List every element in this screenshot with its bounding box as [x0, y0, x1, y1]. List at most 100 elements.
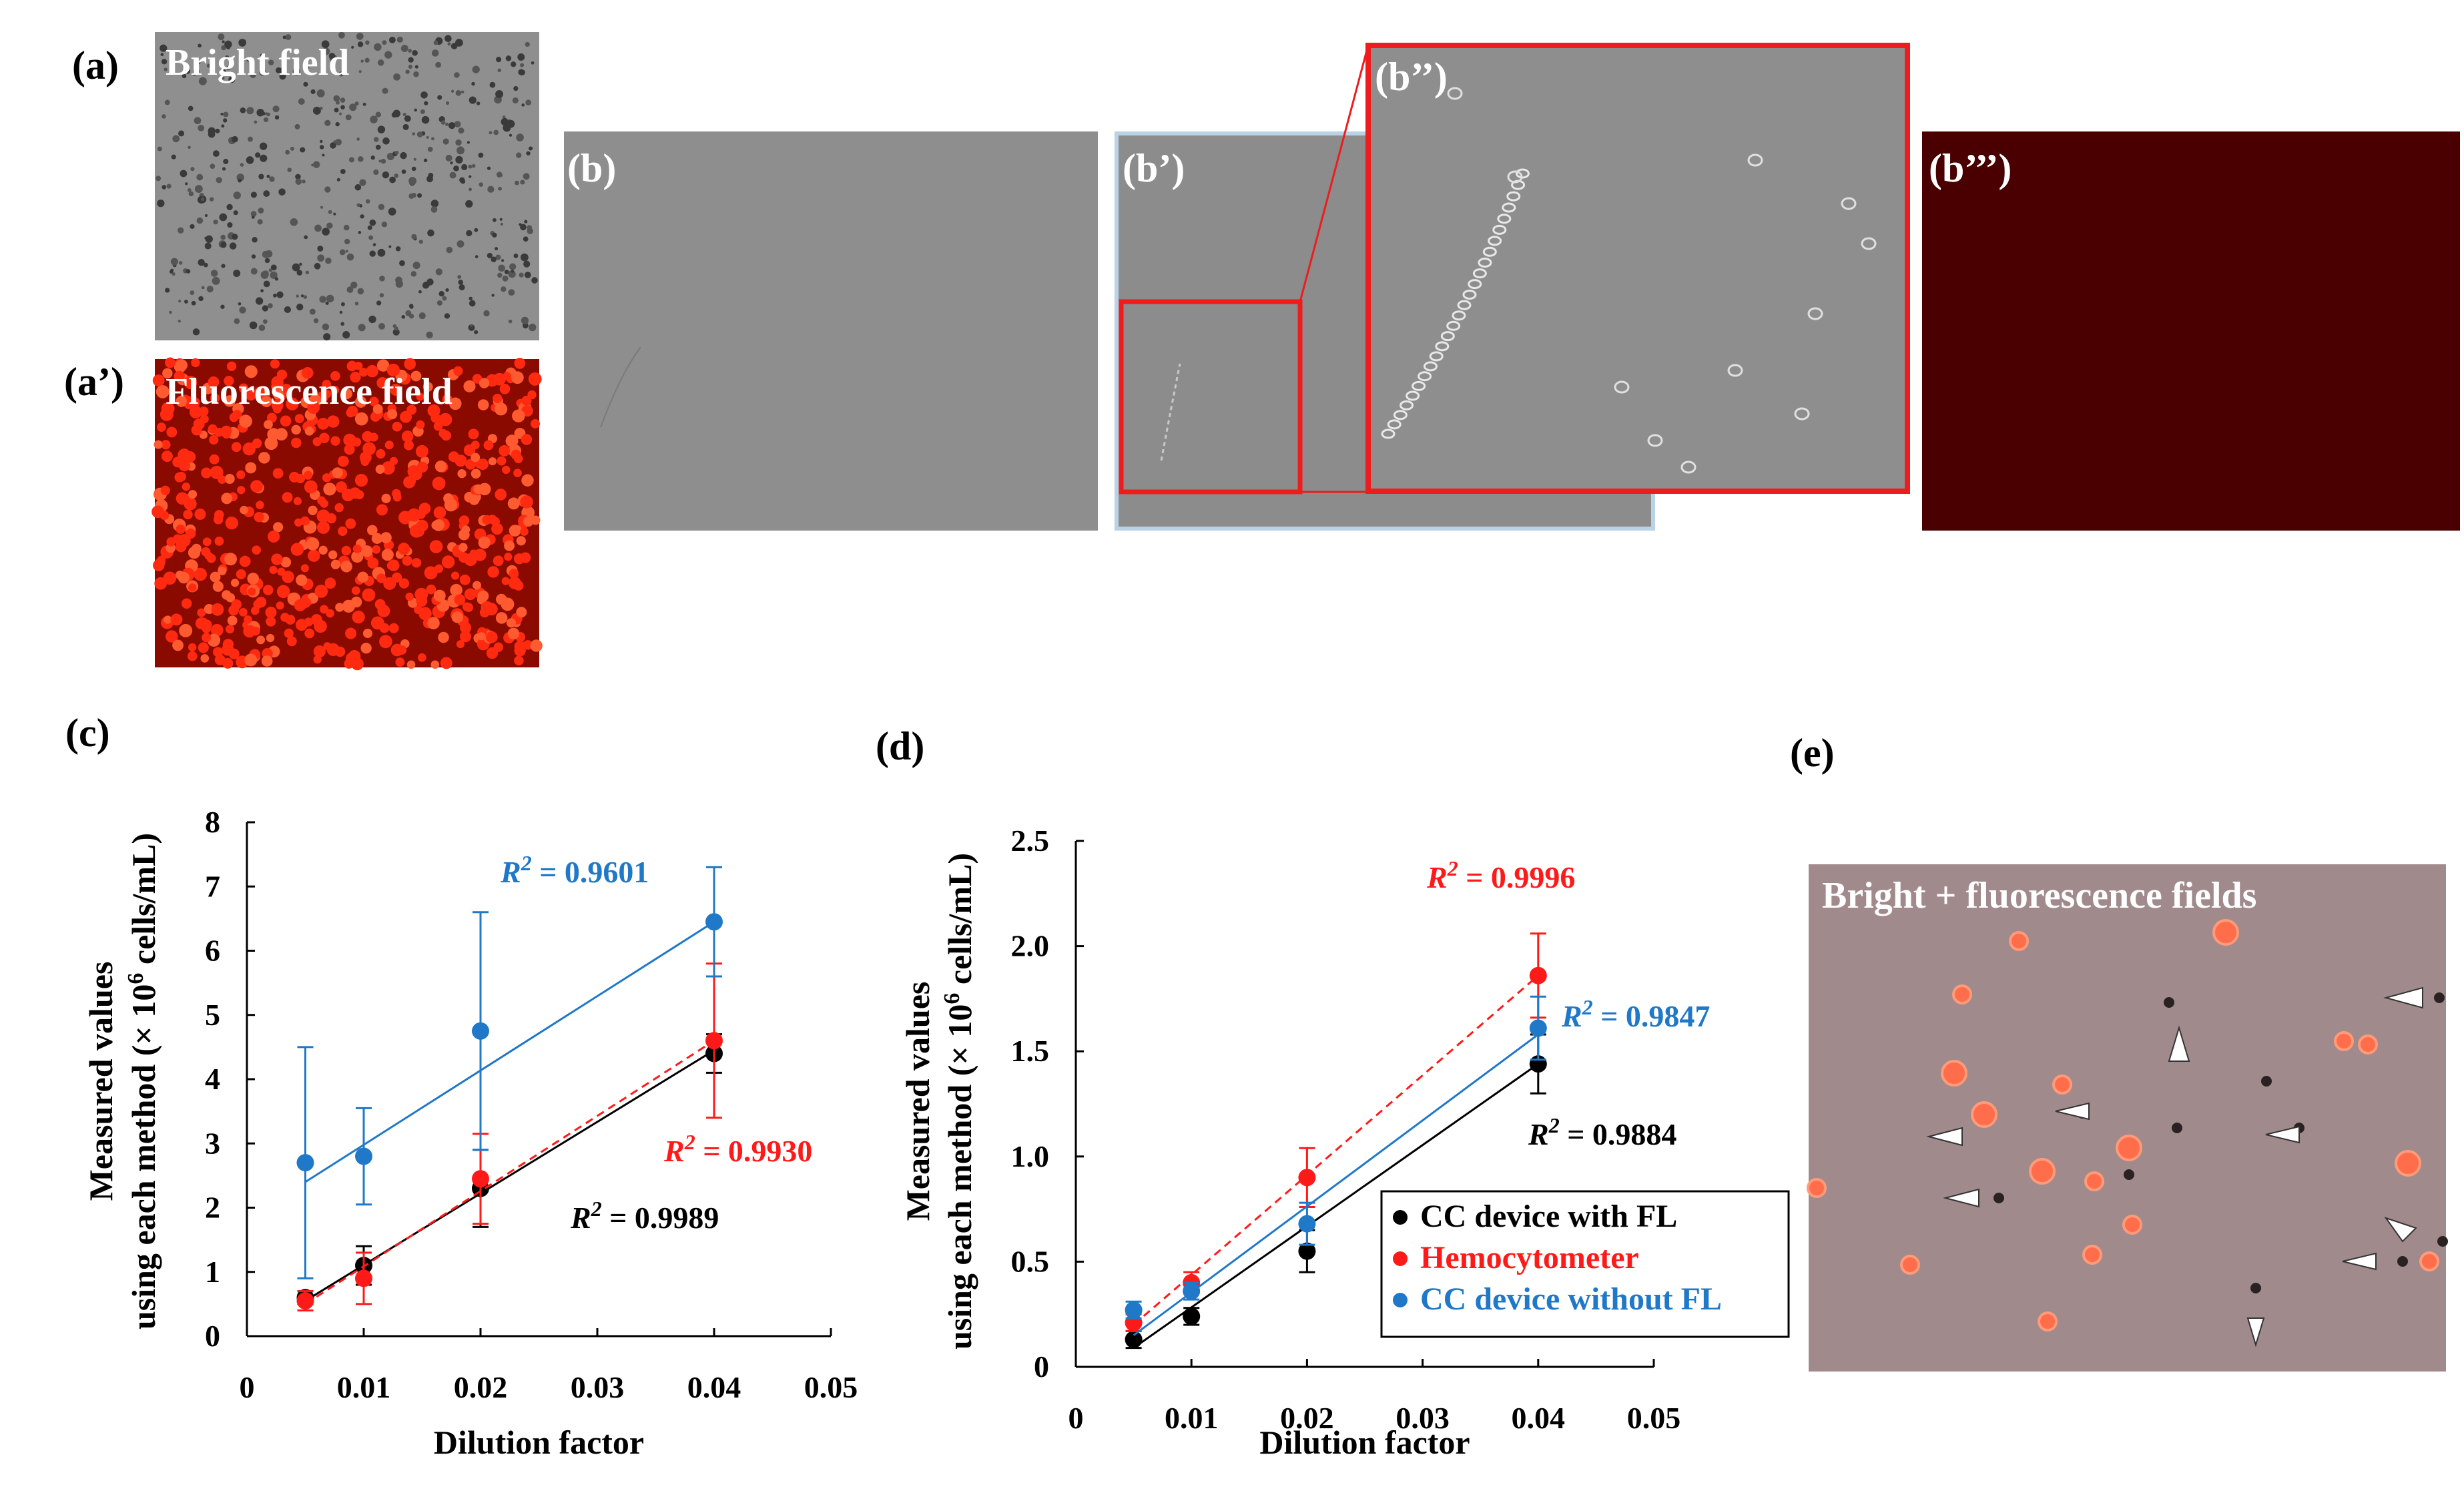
fluorescent-cell	[415, 444, 428, 458]
bright-cell	[198, 258, 205, 266]
fluorescent-cell	[473, 484, 483, 495]
bright-cell	[233, 191, 241, 200]
fluorescent-cell	[197, 608, 206, 617]
fluorescent-cell	[410, 524, 423, 538]
chain-cell	[1482, 246, 1497, 257]
fluorescent-cell	[400, 410, 412, 423]
bright-cell	[351, 45, 354, 49]
chain-cell	[1502, 202, 1516, 213]
fluorescent-cell	[225, 517, 238, 530]
bright-cell	[457, 275, 462, 279]
fluorescent-cell	[473, 581, 482, 590]
fluorescent-cell	[438, 631, 449, 643]
fit-line	[1133, 1033, 1539, 1336]
fluorescent-cell	[2122, 1215, 2142, 1235]
bright-cell	[466, 230, 473, 236]
dark-cell	[2164, 997, 2174, 1008]
fluorescent-cell	[222, 590, 232, 600]
fluorescent-cell	[340, 560, 352, 573]
bright-cell	[375, 111, 382, 117]
fluorescent-cell	[318, 545, 328, 555]
bright-cell	[508, 319, 513, 324]
fluorescent-cell	[344, 444, 355, 455]
dark-cell	[2397, 1256, 2408, 1267]
fluorescent-cell	[389, 457, 398, 465]
data-point	[355, 1269, 372, 1287]
fluorescent-cell	[174, 472, 185, 483]
bright-cell	[358, 231, 362, 234]
fluorescent-cell	[192, 405, 202, 416]
bright-cell	[342, 331, 350, 339]
fluorescent-cell	[308, 505, 318, 515]
bright-cell	[316, 89, 325, 97]
bright-cell	[379, 293, 384, 298]
bright-cell	[448, 121, 456, 129]
bright-cell	[421, 115, 430, 124]
arrowhead-icon	[1926, 1127, 1963, 1147]
bright-cell	[505, 55, 512, 61]
fluorescent-cell	[162, 451, 173, 463]
dark-cell	[2124, 1169, 2134, 1180]
y-tick-label: 1.0	[1011, 1139, 1050, 1173]
fluorescent-cell	[418, 607, 432, 621]
bright-cell	[417, 193, 422, 198]
bright-cell	[483, 310, 490, 317]
fluorescent-cell	[224, 553, 238, 566]
bright-cell	[198, 124, 205, 131]
fluorescent-cell	[221, 493, 233, 505]
dark-cell	[2172, 1123, 2182, 1133]
fluorescent-cell	[323, 642, 332, 651]
x-axis-title: Dilution factor	[1259, 1424, 1470, 1461]
fluorescent-cell	[256, 597, 267, 608]
fluorescent-cell	[174, 360, 186, 373]
data-point	[1298, 1169, 1316, 1187]
bright-field-cells	[156, 31, 538, 341]
bright-cell	[204, 214, 208, 218]
bright-cell	[360, 59, 364, 63]
bright-cell	[304, 235, 308, 240]
y-tick-label: 0	[205, 1319, 220, 1353]
bright-cell	[333, 212, 336, 216]
fluorescent-cell	[334, 503, 344, 513]
fluorescent-cell	[264, 436, 278, 451]
bright-cell	[465, 200, 473, 208]
chain-cell	[1488, 236, 1502, 246]
bright-cell	[273, 293, 277, 298]
fluorescent-cell	[406, 660, 416, 669]
fluorescent-cell	[273, 522, 284, 533]
bright-cell	[335, 139, 342, 145]
bright-cell	[413, 71, 419, 77]
fluorescent-cell	[330, 436, 340, 446]
fluorescent-cell	[251, 626, 260, 636]
fluorescent-cell	[338, 455, 349, 467]
bright-cell	[405, 69, 410, 74]
bright-cell	[478, 152, 484, 158]
bright-cell	[468, 164, 473, 169]
bright-cell	[240, 163, 244, 167]
bright-cell	[225, 55, 230, 60]
bright-cell	[401, 315, 406, 319]
fluorescent-cell	[369, 396, 379, 406]
bright-cell	[509, 133, 513, 137]
chain-cell	[1418, 371, 1432, 382]
fluorescent-cell	[367, 557, 379, 569]
bright-cell	[423, 158, 428, 163]
fluorescent-cell	[282, 571, 294, 583]
fluorescent-cell	[351, 586, 360, 595]
bright-cell	[430, 200, 439, 208]
chain-cell	[1497, 214, 1512, 224]
fluorescent-cell	[300, 564, 309, 573]
bright-cell	[438, 290, 444, 297]
fluorescent-cell	[507, 497, 520, 510]
bright-cell	[322, 323, 330, 330]
bright-cell	[226, 204, 233, 210]
fluorescent-cell	[250, 606, 260, 615]
fluorescent-cell	[194, 508, 206, 521]
fluorescent-cell	[256, 635, 266, 645]
bright-cell	[392, 109, 401, 117]
bright-cell	[295, 178, 302, 185]
bright-cell	[222, 40, 225, 43]
fluorescent-cell	[282, 492, 293, 503]
bright-cell	[270, 264, 277, 271]
bright-cell	[370, 115, 378, 123]
